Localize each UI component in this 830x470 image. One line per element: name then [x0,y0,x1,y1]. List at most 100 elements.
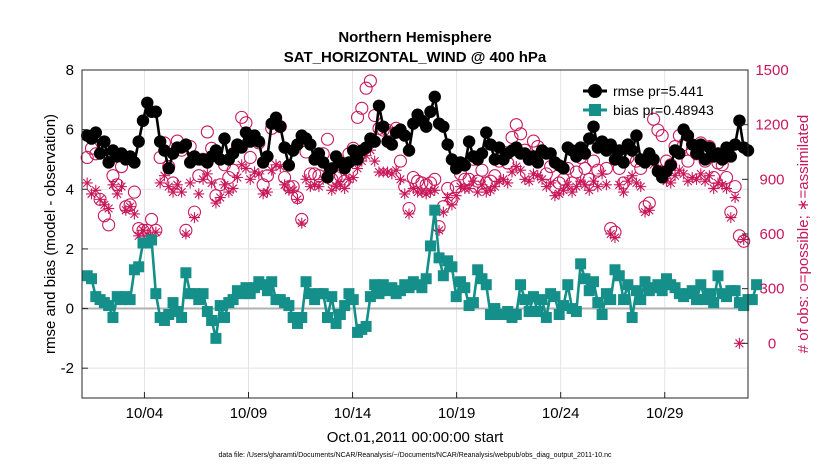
obs-assimilated-marker [463,182,475,194]
obs-assimilated-marker [437,206,449,218]
obs-assimilated-marker [733,337,745,349]
rmse-point [664,159,677,172]
bias-point [180,267,192,279]
obs-assimilated-marker [343,173,355,185]
obs-assimilated-marker [682,175,694,187]
obs-assimilated-marker [111,188,123,200]
bias-point [201,306,213,318]
bias-point [266,276,278,288]
bias-point [519,294,531,306]
obs-assimilated-marker [309,179,321,191]
bias-point [455,276,467,288]
x-axis-label: Oct.01,2011 00:00:00 start [327,429,504,446]
bias-point [369,279,381,291]
bias-point [103,300,115,312]
obs-assimilated-marker [240,162,252,174]
rmse-point [673,147,686,160]
obs-assimilated-marker [626,170,638,182]
rmse-point [304,138,317,151]
obs-assimilated-marker [116,181,128,193]
obs-assimilated-marker [605,228,617,240]
bias-point [467,297,479,309]
rmse-point [578,147,592,160]
obs-assimilated-marker [188,212,200,224]
obs-count-layer [80,74,751,349]
bias-point [334,309,346,321]
bias-point [669,282,681,294]
rmse-point [98,135,111,148]
obs-assimilated-marker [339,182,351,194]
obs-possible-marker [569,165,583,179]
rmse-point [531,156,544,169]
x-tick-label: 10/14 [334,405,372,422]
bias-point [532,306,544,318]
legend-bias-marker [589,104,601,116]
obs-assimilated-marker [489,181,501,193]
obs-assimilated-marker [137,224,149,236]
obs-assimilated-marker [712,177,724,189]
obs-assimilated-marker [180,228,192,240]
obs-assimilated-marker [553,188,565,200]
rmse-point [428,90,441,104]
bias-series [81,204,763,344]
bias-point [85,273,97,285]
obs-assimilated-marker [291,193,303,205]
bias-point [712,270,724,282]
chart-title: Northern Hemisphere [338,29,491,46]
obs-assimilated-marker [133,230,145,242]
obs-assimilated-marker [467,175,479,187]
obs-possible-marker [355,101,369,115]
obs-assimilated-marker [103,202,115,214]
obs-assimilated-marker [515,164,527,176]
bias-point [618,294,630,306]
bias-point [133,261,145,273]
rmse-point [557,162,570,175]
bias-point [570,306,582,318]
rmse-point [149,105,163,118]
obs-assimilated-marker [669,170,681,182]
obs-assimilated-marker [497,173,509,185]
y2-tick-label: 0 [768,335,776,352]
y-tick-label: -2 [61,360,74,377]
x-tick-label: 10/09 [230,405,268,422]
bias-point [107,311,119,323]
obs-assimilated-marker [455,181,467,193]
bias-point [360,320,372,332]
bias-point [364,291,376,303]
obs-assimilated-marker [150,226,162,238]
bias-point [339,300,351,312]
bias-point [373,288,385,300]
y-tick-label: 4 [66,181,74,198]
obs-assimilated-marker [673,164,685,176]
bias-point [343,288,355,300]
obs-assimilated-marker [523,175,535,187]
obs-assimilated-marker [416,186,428,198]
bias-point [485,309,497,321]
bias-point [296,311,308,323]
obs-assimilated-marker [334,179,346,191]
bias-point [163,309,175,321]
bias-point [249,282,261,294]
obs-possible-marker [655,129,669,143]
obs-assimilated-marker [686,172,698,184]
obs-assimilated-marker [433,224,445,236]
rmse-point [647,153,660,166]
obs-assimilated-marker [236,159,248,171]
obs-assimilated-marker [699,175,711,187]
rmse-point [617,156,630,169]
obs-assimilated-marker [540,181,552,193]
bias-point [480,279,492,291]
obs-assimilated-marker [485,184,497,196]
rmse-point [372,99,386,112]
obs-assimilated-marker [249,166,261,178]
obs-assimilated-marker [635,181,647,193]
obs-assimilated-marker [128,208,140,220]
obs-assimilated-marker [639,206,651,218]
chart-subtitle: SAT_HORIZONTAL_WIND @ 400 hPa [284,49,547,66]
rmse-point [132,135,145,148]
obs-assimilated-marker [643,204,655,216]
rmse-point [179,138,193,151]
bias-point [459,282,471,294]
rmse-point [252,135,266,148]
rmse-point [630,129,643,142]
